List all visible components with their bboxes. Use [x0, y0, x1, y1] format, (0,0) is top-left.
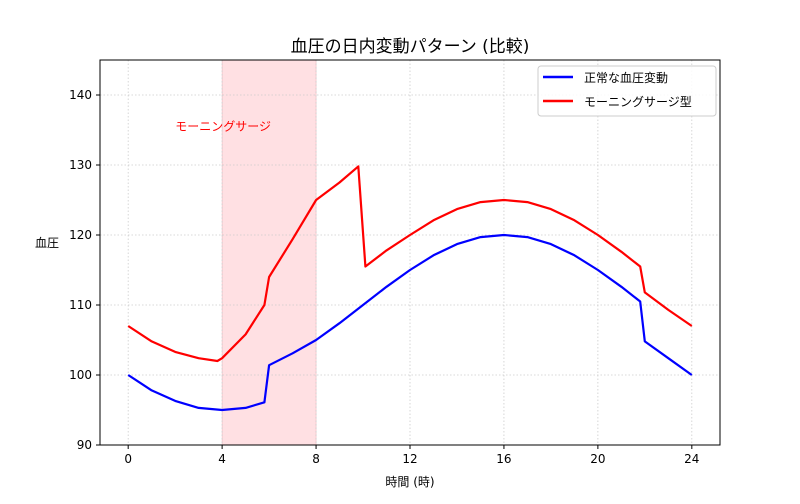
legend-label-surge: モーニングサージ型 [584, 95, 692, 109]
x-axis-label: 時間 (時) [385, 475, 434, 489]
x-tick-label: 8 [312, 452, 320, 466]
x-tick-label: 20 [590, 452, 605, 466]
y-axis-label: 血圧 [35, 236, 59, 250]
y-tick-label: 100 [69, 368, 92, 382]
y-tick-label: 130 [69, 158, 92, 172]
y-tick-label: 90 [77, 438, 92, 452]
y-tick-label: 120 [69, 228, 92, 242]
y-tick-label: 140 [69, 88, 92, 102]
legend-label-normal: 正常な血圧変動 [584, 70, 668, 85]
x-tick-label: 12 [402, 452, 417, 466]
x-tick-label: 4 [218, 452, 226, 466]
x-tick-label: 16 [496, 452, 511, 466]
x-tick-label: 0 [124, 452, 132, 466]
chart-title: 血圧の日内変動パターン (比較) [291, 37, 530, 57]
series-line-1 [127, 165, 693, 363]
shaded-region-label: モーニングサージ [175, 120, 271, 134]
legend: 正常な血圧変動 モーニングサージ型 [537, 65, 717, 117]
x-tick-label: 24 [684, 452, 699, 466]
series-line-0 [127, 233, 693, 412]
y-tick-label: 110 [69, 298, 92, 312]
shaded-region [221, 59, 317, 446]
